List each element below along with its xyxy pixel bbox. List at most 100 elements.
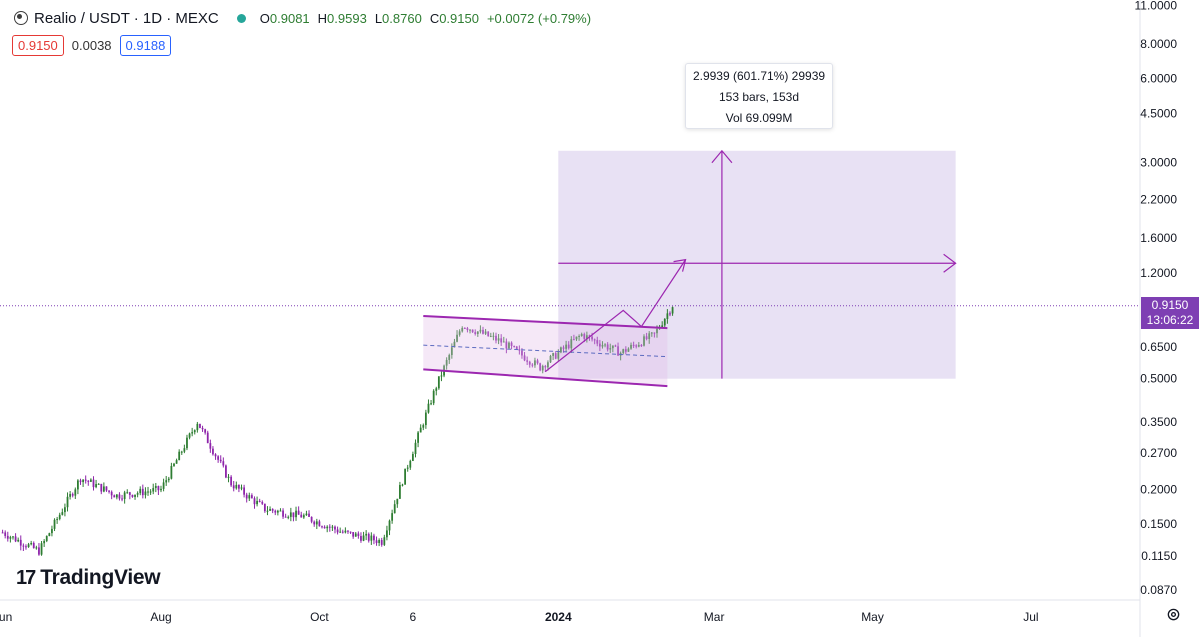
candle-body	[362, 535, 365, 541]
candle-body	[271, 508, 274, 511]
candle-body	[422, 425, 425, 428]
quote-row: 0.9150 0.0038 0.9188	[12, 35, 172, 56]
candle-body	[367, 533, 370, 541]
y-tick-label: 0.0870	[1140, 583, 1177, 597]
candle-body	[209, 443, 212, 449]
candle-body	[89, 479, 92, 482]
candle-body	[593, 339, 596, 341]
candle-body	[630, 344, 632, 349]
plot-area	[0, 0, 1141, 637]
candle-body	[648, 333, 651, 340]
candle-body	[141, 488, 144, 496]
candle-body	[284, 516, 287, 518]
measure-change: 2.9939 (601.71%) 29939	[692, 69, 826, 83]
candle-body	[100, 483, 103, 492]
candle-body	[17, 539, 20, 542]
y-tick-label: 0.1150	[1141, 549, 1177, 563]
candle-body	[310, 516, 313, 522]
candle-body	[645, 336, 648, 340]
candle-body	[157, 485, 160, 491]
candle-body	[554, 353, 557, 359]
candle-body	[212, 448, 214, 455]
measure-stats-tooltip: 2.9939 (601.71%) 29939 153 bars, 153d Vo…	[685, 63, 833, 129]
candle-body	[51, 528, 53, 534]
candle-body	[611, 345, 614, 349]
candle-body	[440, 375, 443, 377]
candle-body	[424, 412, 427, 426]
candle-body	[526, 360, 529, 362]
candle-body	[541, 365, 544, 371]
tradingview-logo[interactable]: 17 TradingView	[16, 566, 161, 590]
candle-body	[71, 494, 74, 496]
candle-body	[167, 478, 170, 481]
y-tick-label: 0.3500	[1140, 415, 1177, 429]
candle-body	[69, 494, 72, 497]
chart-header: Realio / USDT · 1D · MEXC O0.9081 H0.959…	[14, 8, 591, 28]
candle-body	[113, 495, 116, 498]
candle-body	[557, 352, 560, 359]
candle-body	[206, 432, 209, 444]
candle-body	[152, 488, 155, 492]
candle-body	[183, 448, 186, 452]
candle-body	[95, 484, 97, 488]
gear-icon[interactable]	[1166, 607, 1181, 622]
candle-body	[35, 547, 38, 549]
candle-body	[523, 355, 526, 361]
candle-body	[515, 346, 518, 350]
y-tick-label: 4.5000	[1140, 106, 1177, 120]
candle-body	[445, 359, 448, 366]
candle-body	[406, 467, 409, 469]
candle-body	[411, 453, 414, 461]
y-tick-label: 1.6000	[1140, 231, 1177, 245]
candle-body	[360, 536, 362, 541]
candle-body	[484, 331, 487, 334]
candle-body	[370, 535, 373, 541]
candle-body	[12, 536, 14, 538]
candle-body	[128, 492, 131, 495]
candle-body	[245, 494, 248, 499]
candle-body	[204, 429, 207, 433]
candle-body	[489, 335, 492, 337]
candle-body	[580, 334, 583, 336]
candle-body	[461, 327, 464, 332]
candle-body	[160, 488, 162, 491]
candle-body	[199, 423, 201, 428]
candle-body	[637, 345, 640, 347]
candle-body	[585, 335, 588, 339]
buy-price-button[interactable]: 0.9188	[119, 35, 172, 56]
candle-body	[432, 390, 435, 404]
drawings	[0, 149, 1140, 388]
channel-upper-line	[423, 315, 668, 330]
candle-body	[170, 465, 173, 479]
candle-body	[186, 437, 188, 449]
measure-box[interactable]	[558, 150, 956, 379]
candle-body	[222, 461, 225, 466]
candle-body	[230, 476, 233, 486]
candle-body	[123, 492, 126, 500]
candle-body	[147, 491, 149, 493]
candle-body	[505, 341, 508, 349]
candle-body	[61, 512, 64, 515]
candle-body	[510, 342, 513, 346]
candle-body	[269, 508, 271, 511]
candle-body	[56, 519, 59, 521]
symbol-title[interactable]: Realio / USDT · 1D · MEXC	[34, 9, 219, 27]
candle-body	[463, 327, 466, 329]
sell-price-button[interactable]: 0.9150	[12, 35, 64, 56]
bar-countdown: 13:06:22	[1146, 312, 1194, 327]
candle-body	[292, 512, 295, 518]
last-price-value: 0.9150	[1151, 297, 1189, 312]
candle-body	[624, 349, 627, 352]
candle-body	[263, 503, 266, 512]
close-label: C	[429, 10, 440, 26]
x-axis: Jun Aug Oct 6 2024 Mar May Jul	[0, 610, 1039, 624]
candle-body	[66, 496, 69, 508]
candle-body	[458, 331, 461, 335]
spread-value: 0.0038	[71, 38, 112, 53]
candle-body	[344, 530, 347, 533]
candle-body	[27, 544, 30, 548]
candle-body	[339, 531, 342, 533]
candle-body	[404, 468, 407, 485]
measure-volume: Vol 69.099M	[725, 111, 793, 125]
